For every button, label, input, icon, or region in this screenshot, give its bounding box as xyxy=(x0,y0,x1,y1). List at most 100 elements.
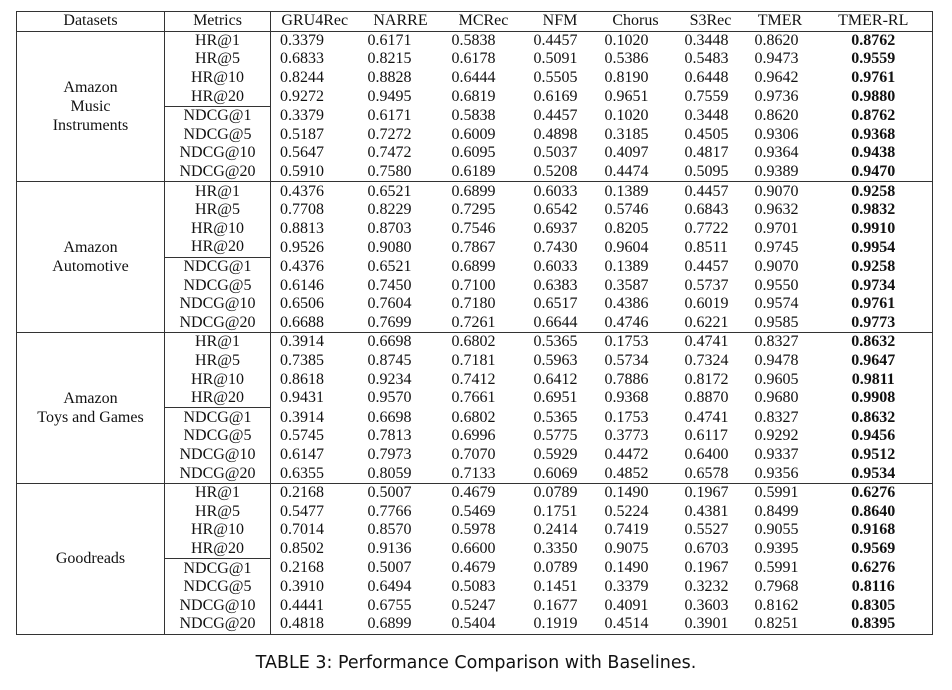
metric-cell: NDCG@10 xyxy=(164,144,271,163)
value-cell: 0.8162 xyxy=(754,596,799,614)
value-cell: 0.7070 xyxy=(451,445,496,463)
dataset-name-line: Automotive xyxy=(52,258,129,276)
value-cell: 0.4474 xyxy=(604,163,649,181)
metric-cell: NDCG@1 xyxy=(164,105,271,126)
value-cell: 0.9495 xyxy=(367,87,412,105)
best-value-cell: 0.9910 xyxy=(851,219,896,237)
value-cell: 0.7722 xyxy=(684,219,729,237)
value-cell: 0.1967 xyxy=(675,482,746,503)
value-cell: 0.7133 xyxy=(451,464,496,482)
value-cell: 0.1919 xyxy=(533,615,578,633)
metric-cell: NDCG@5 xyxy=(164,577,271,597)
value-cell: 0.8327 xyxy=(745,332,815,352)
value-cell: 0.5483 xyxy=(684,50,729,68)
value-cell: 0.5527 xyxy=(684,521,729,539)
value-cell: 0.6400 xyxy=(684,445,729,463)
value-cell: 0.7559 xyxy=(684,87,729,105)
value-cell: 0.6899 xyxy=(442,181,525,201)
value-cell: 0.5091 xyxy=(533,50,578,68)
value-cell: 0.1389 xyxy=(595,181,676,201)
value-cell: 0.6517 xyxy=(533,295,578,313)
table-row: NDCG@20 0.6355 0.8059 0.7133 0.6069 0.4852 0.6… xyxy=(17,464,933,484)
value-cell: 0.4514 xyxy=(604,615,649,633)
metric-cell: HR@5 xyxy=(164,200,271,220)
value-cell: 0.7867 xyxy=(451,238,496,256)
dataset-name-line: Toys and Games xyxy=(37,408,144,426)
metric-cell: NDCG@1 xyxy=(164,407,271,428)
best-value-cell: 0.8632 xyxy=(814,332,933,352)
value-cell: 0.9574 xyxy=(754,295,799,313)
value-cell: 0.9306 xyxy=(754,125,799,143)
value-cell: 0.7766 xyxy=(367,502,412,520)
value-cell: 0.6169 xyxy=(533,87,578,105)
value-cell: 0.4457 xyxy=(533,107,578,125)
column-header: Chorus xyxy=(595,11,676,32)
value-cell: 0.7272 xyxy=(367,125,412,143)
table-row: HR@10 0.7014 0.8570 0.5978 0.2414 0.7419 0.552… xyxy=(17,521,933,540)
column-header: MCRec xyxy=(442,11,525,32)
value-cell: 0.6095 xyxy=(451,144,496,162)
value-cell: 0.9272 xyxy=(280,87,324,105)
value-cell: 0.6521 xyxy=(358,181,443,201)
value-cell: 0.9736 xyxy=(754,87,799,105)
value-cell: 0.5838 xyxy=(451,107,496,125)
value-cell: 0.9680 xyxy=(754,389,799,407)
value-cell: 0.5978 xyxy=(451,521,496,539)
best-value-cell: 0.6276 xyxy=(851,559,896,577)
column-header: NARRE xyxy=(358,11,443,32)
table-row: Amazon Music Instruments HR@1 0.3379 0.6171 0.… xyxy=(16,31,933,182)
value-cell: 0.3910 xyxy=(280,578,324,596)
value-cell: 0.9570 xyxy=(367,389,412,407)
metric-cell: NDCG@20 xyxy=(164,464,271,484)
best-value-cell: 0.9908 xyxy=(851,389,896,407)
value-cell: 0.6802 xyxy=(442,332,525,352)
best-value-cell: 0.9811 xyxy=(851,370,895,388)
value-cell: 0.4381 xyxy=(684,502,729,520)
value-cell: 0.6494 xyxy=(367,578,412,596)
value-cell: 0.4457 xyxy=(675,181,746,201)
table-row: NDCG@10 0.6506 0.7604 0.7180 0.6517 0.4386 0.6… xyxy=(17,294,933,314)
value-cell: 0.1451 xyxy=(533,578,578,596)
value-cell: 0.7699 xyxy=(367,313,412,331)
dataset-name-line: Amazon xyxy=(63,239,118,257)
value-cell: 0.4386 xyxy=(604,295,649,313)
value-cell: 0.8059 xyxy=(367,464,412,482)
metric-cell: HR@1 xyxy=(164,482,271,503)
value-cell: 0.7661 xyxy=(451,389,496,407)
best-value-cell: 0.9832 xyxy=(851,201,896,219)
value-cell: 0.5007 xyxy=(367,559,412,577)
value-cell: 0.9701 xyxy=(754,219,799,237)
value-cell: 0.7886 xyxy=(604,370,649,388)
value-cell: 0.5247 xyxy=(451,596,496,614)
value-cell: 0.5746 xyxy=(604,201,649,219)
value-cell: 0.4376 xyxy=(280,257,324,275)
metric-cell: HR@10 xyxy=(164,521,271,540)
value-cell: 0.7430 xyxy=(533,238,578,256)
best-value-cell: 0.8632 xyxy=(851,408,896,426)
metric-cell: HR@5 xyxy=(164,502,271,522)
column-header: NFM xyxy=(524,11,596,32)
metric-cell: HR@5 xyxy=(164,50,271,69)
value-cell: 0.4679 xyxy=(442,482,525,503)
table-row: NDCG@5 0.3910 0.6494 0.5083 0.1451 0.3379 0.32… xyxy=(17,577,933,597)
value-cell: 0.5095 xyxy=(684,163,729,181)
best-value-cell: 0.9647 xyxy=(851,351,896,369)
value-cell: 0.9337 xyxy=(754,445,799,463)
value-cell: 0.4818 xyxy=(280,615,324,633)
value-cell: 0.4741 xyxy=(675,332,746,352)
best-value-cell: 0.8305 xyxy=(851,596,896,614)
value-cell: 0.6698 xyxy=(358,332,443,352)
table-row: NDCG@10 0.6147 0.7973 0.7070 0.5929 0.4472 0.6… xyxy=(17,445,933,465)
value-cell: 0.6899 xyxy=(451,257,496,275)
value-cell: 0.5477 xyxy=(280,502,324,520)
value-cell: 0.6506 xyxy=(280,295,324,313)
value-cell: 0.8870 xyxy=(684,389,729,407)
value-cell: 0.6117 xyxy=(684,427,728,445)
value-cell: 0.6644 xyxy=(533,313,578,331)
table-row: NDCG@20 0.4818 0.6899 0.5404 0.1919 0.4514 0.3… xyxy=(17,615,933,635)
value-cell: 0.6521 xyxy=(367,257,412,275)
value-cell: 0.7546 xyxy=(451,219,496,237)
metric-cell: NDCG@20 xyxy=(164,615,271,635)
column-header: GRU4Rec xyxy=(270,11,359,32)
value-cell: 0.3901 xyxy=(684,615,729,633)
